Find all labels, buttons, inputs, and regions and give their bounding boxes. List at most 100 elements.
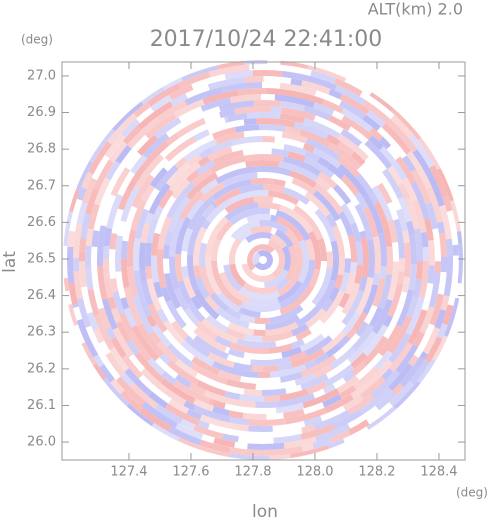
echo-cell: [141, 401, 178, 429]
echo-cell: [350, 262, 357, 274]
echo-cell: [193, 424, 224, 440]
echo-cell: [105, 327, 116, 340]
echo-cell: [341, 115, 373, 140]
echo-cell: [255, 401, 279, 409]
echo-cell: [151, 422, 180, 441]
echo-cell: [427, 175, 445, 207]
echo-cell: [409, 234, 417, 265]
echo-cell: [207, 76, 246, 91]
echo-cell: [217, 369, 242, 382]
chart-title: 2017/10/24 22:41:00: [150, 27, 383, 52]
echo-cell: [169, 161, 201, 193]
echo-cell: [408, 354, 419, 367]
echo-cell: [177, 437, 217, 455]
echo-cell: [304, 335, 333, 357]
echo-cell: [292, 205, 324, 240]
echo-cell: [116, 321, 132, 343]
echo-cell: [130, 154, 148, 175]
echo-cell: [221, 433, 239, 443]
echo-cell: [145, 266, 153, 280]
echo-cell: [396, 289, 414, 328]
echo-cell: [258, 371, 271, 379]
echo-cell: [68, 304, 78, 326]
echo-cell: [312, 437, 332, 450]
echo-cell: [120, 118, 141, 138]
echo-cell: [254, 166, 291, 176]
echo-cell: [370, 369, 401, 399]
echo-cell: [340, 174, 360, 196]
x-tick-label: 127.6: [172, 465, 209, 480]
echo-cell: [389, 381, 415, 407]
echo-cell: [238, 307, 243, 314]
echo-cell: [93, 159, 114, 192]
echo-cell: [174, 254, 184, 282]
echo-cell: [85, 267, 94, 290]
echo-cell: [163, 320, 185, 345]
echo-cell: [72, 303, 79, 308]
echo-cell: [330, 257, 340, 282]
echo-cell: [229, 453, 270, 461]
echo-cell: [419, 351, 428, 360]
echo-cell: [174, 157, 188, 170]
echo-cell: [342, 394, 364, 411]
echo-cell: [289, 445, 329, 459]
echo-cell: [137, 323, 164, 358]
echo-cell: [387, 261, 399, 301]
echo-cell: [224, 202, 259, 221]
echo-cell: [363, 324, 388, 357]
echo-cell: [137, 134, 159, 156]
x-tick-label: 128.2: [358, 465, 395, 480]
echo-cell: [382, 168, 404, 200]
echo-cell: [304, 359, 317, 370]
echo-cell: [198, 147, 214, 160]
echo-cell: [397, 271, 405, 285]
echo-cell: [97, 265, 108, 300]
echo-cell: [126, 339, 140, 356]
echo-cell: [347, 330, 377, 364]
echo-cell: [205, 228, 220, 258]
echo-cell: [146, 278, 163, 312]
echo-cell: [94, 314, 115, 351]
echo-cell: [270, 364, 307, 378]
echo-cell: [317, 171, 338, 189]
echo-cell: [123, 287, 143, 327]
echo-cell: [378, 136, 392, 150]
echo-cell: [282, 71, 298, 80]
echo-cell: [393, 381, 421, 410]
echo-cell: [131, 192, 144, 209]
echo-cell: [250, 226, 273, 235]
echo-cell: [291, 323, 309, 337]
echo-cell: [276, 216, 305, 243]
echo-cell: [296, 73, 338, 91]
echo-cell: [344, 258, 352, 274]
echo-cell: [303, 105, 331, 121]
echo-cell: [127, 229, 137, 267]
echo-cell: [209, 155, 248, 174]
echo-cell: [321, 298, 334, 312]
echo-cell: [363, 206, 379, 238]
echo-cell: [184, 335, 211, 358]
echo-cell: [347, 234, 358, 263]
echo-cell: [337, 133, 369, 161]
echo-cell: [422, 246, 430, 261]
echo-cell: [418, 260, 429, 298]
echo-cell: [248, 297, 280, 306]
echo-cell: [342, 371, 355, 383]
echo-cell: [150, 255, 160, 283]
echo-cell: [424, 336, 443, 363]
echo-cell: [362, 335, 389, 367]
echo-cell: [362, 284, 379, 315]
echo-cell: [147, 357, 166, 376]
echo-cell: [103, 377, 130, 407]
echo-cell: [336, 375, 360, 394]
echo-cell: [222, 172, 258, 188]
echo-cell: [88, 141, 112, 175]
echo-cell: [98, 307, 112, 330]
echo-cell: [253, 196, 274, 203]
echo-cell: [134, 154, 164, 190]
echo-cell: [186, 172, 219, 200]
echo-cell: [164, 136, 197, 162]
echo-cell: [327, 163, 345, 180]
echo-cell: [350, 222, 362, 243]
echo-cell: [166, 343, 194, 368]
